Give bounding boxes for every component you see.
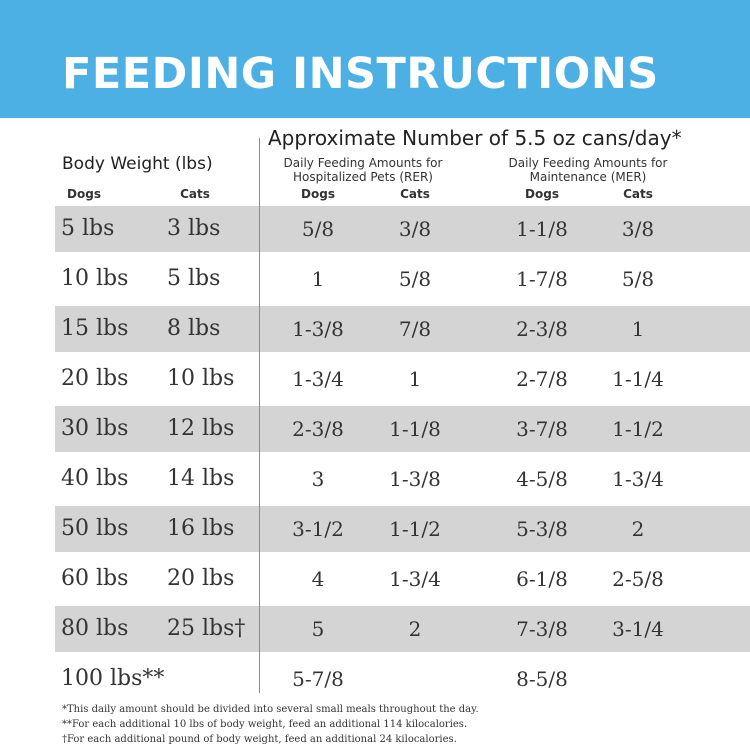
rer-dog-cell: 1-3/8 bbox=[292, 317, 344, 341]
page-title: FEEDING INSTRUCTIONS bbox=[62, 49, 659, 99]
rer-cat-cell: 2 bbox=[408, 617, 422, 641]
rer-dog-cell: 4 bbox=[311, 567, 325, 591]
mer-heading: Daily Feeding Amounts for Maintenance (M… bbox=[493, 156, 683, 184]
col-header-rer-dogs: Dogs bbox=[301, 187, 335, 201]
dog-weight-cell: 15 lbs bbox=[61, 316, 129, 341]
cat-weight-cell: 5 lbs bbox=[167, 266, 221, 291]
table-row: 50 lbs 16 lbs 3-1/2 1-1/2 5-3/8 2 bbox=[55, 506, 750, 552]
rer-cat-cell: 1-1/2 bbox=[389, 517, 441, 541]
mer-heading-line1: Daily Feeding Amounts for bbox=[508, 156, 668, 170]
dog-weight-cell: 30 lbs bbox=[61, 416, 129, 441]
cat-weight-cell: 16 lbs bbox=[167, 516, 235, 541]
table-row: 10 lbs 5 lbs 1 5/8 1-7/8 5/8 bbox=[55, 256, 750, 302]
dog-weight-cell: 10 lbs bbox=[61, 266, 129, 291]
mer-cat-cell: 1-1/2 bbox=[612, 417, 664, 441]
mer-cat-cell: 5/8 bbox=[621, 267, 655, 291]
col-header-body-dogs: Dogs bbox=[67, 187, 101, 201]
dog-weight-cell: 100 lbs** bbox=[61, 666, 165, 691]
cat-weight-cell: 12 lbs bbox=[167, 416, 235, 441]
table-row: 40 lbs 14 lbs 3 1-3/8 4-5/8 1-3/4 bbox=[55, 456, 750, 502]
rer-dog-cell: 3 bbox=[311, 467, 325, 491]
rer-cat-cell: 1-1/8 bbox=[389, 417, 441, 441]
mer-dog-cell: 4-5/8 bbox=[516, 467, 568, 491]
rer-dog-cell: 5 bbox=[311, 617, 325, 641]
mer-dog-cell: 2-3/8 bbox=[516, 317, 568, 341]
cat-weight-cell: 14 lbs bbox=[167, 466, 235, 491]
column-divider bbox=[259, 138, 260, 693]
rer-cat-cell: 5/8 bbox=[398, 267, 432, 291]
mer-cat-cell: 3-1/4 bbox=[612, 617, 664, 641]
rer-dog-cell: 3-1/2 bbox=[292, 517, 344, 541]
dog-weight-cell: 50 lbs bbox=[61, 516, 129, 541]
table-row: 5 lbs 3 lbs 5/8 3/8 1-1/8 3/8 bbox=[55, 206, 750, 252]
cat-weight-cell: 3 lbs bbox=[167, 216, 221, 241]
dog-weight-cell: 20 lbs bbox=[61, 366, 129, 391]
rer-dog-cell: 1-3/4 bbox=[292, 367, 344, 391]
dog-weight-cell: 40 lbs bbox=[61, 466, 129, 491]
cat-weight-cell: 8 lbs bbox=[167, 316, 221, 341]
col-header-rer-cats: Cats bbox=[400, 187, 430, 201]
footnote-daily-amount: *This daily amount should be divided int… bbox=[62, 704, 479, 715]
col-header-body-cats: Cats bbox=[180, 187, 210, 201]
mer-dog-cell: 6-1/8 bbox=[516, 567, 568, 591]
rer-cat-cell: 7/8 bbox=[398, 317, 432, 341]
rer-dog-cell: 2-3/8 bbox=[292, 417, 344, 441]
table-row: 15 lbs 8 lbs 1-3/8 7/8 2-3/8 1 bbox=[55, 306, 750, 352]
rer-heading-line2: Hospitalized Pets (RER) bbox=[293, 170, 433, 184]
mer-dog-cell: 2-7/8 bbox=[516, 367, 568, 391]
cat-weight-cell: 20 lbs bbox=[167, 566, 235, 591]
mer-dog-cell: 8-5/8 bbox=[516, 667, 568, 691]
mer-dog-cell: 7-3/8 bbox=[516, 617, 568, 641]
footnote-additional-pound: †For each additional pound of body weigh… bbox=[62, 734, 457, 745]
rer-cat-cell bbox=[375, 656, 455, 702]
rer-cat-cell: 1-3/8 bbox=[389, 467, 441, 491]
dog-weight-cell: 5 lbs bbox=[61, 216, 115, 241]
rer-heading-line1: Daily Feeding Amounts for bbox=[283, 156, 443, 170]
mer-cat-cell: 2-5/8 bbox=[612, 567, 664, 591]
rer-cat-cell: 3/8 bbox=[398, 217, 432, 241]
rer-dog-cell: 1 bbox=[311, 267, 325, 291]
cat-weight-cell: 25 lbs† bbox=[167, 616, 246, 641]
body-weight-heading: Body Weight (lbs) bbox=[62, 154, 213, 174]
mer-cat-cell: 2 bbox=[631, 517, 645, 541]
mer-dog-cell: 1-7/8 bbox=[516, 267, 568, 291]
table-row: 60 lbs 20 lbs 4 1-3/4 6-1/8 2-5/8 bbox=[55, 556, 750, 602]
mer-cat-cell: 1-3/4 bbox=[612, 467, 664, 491]
rer-heading: Daily Feeding Amounts for Hospitalized P… bbox=[268, 156, 458, 184]
rer-cat-cell: 1 bbox=[408, 367, 422, 391]
mer-dog-cell: 5-3/8 bbox=[516, 517, 568, 541]
dog-weight-cell: 80 lbs bbox=[61, 616, 129, 641]
footnote-additional-10-lbs: **For each additional 10 lbs of body wei… bbox=[62, 719, 468, 730]
rer-dog-cell: 5-7/8 bbox=[292, 667, 344, 691]
table-row: 20 lbs 10 lbs 1-3/4 1 2-7/8 1-1/4 bbox=[55, 356, 750, 402]
mer-cat-cell: 1 bbox=[631, 317, 645, 341]
rer-cat-cell: 1-3/4 bbox=[389, 567, 441, 591]
mer-dog-cell: 1-1/8 bbox=[516, 217, 568, 241]
rer-dog-cell: 5/8 bbox=[301, 217, 335, 241]
mer-heading-line2: Maintenance (MER) bbox=[529, 170, 647, 184]
mer-dog-cell: 3-7/8 bbox=[516, 417, 568, 441]
cat-weight-cell: 10 lbs bbox=[167, 366, 235, 391]
table-row: 100 lbs** 5-7/8 8-5/8 bbox=[55, 656, 750, 702]
table-row: 30 lbs 12 lbs 2-3/8 1-1/8 3-7/8 1-1/2 bbox=[55, 406, 750, 452]
mer-cat-cell: 1-1/4 bbox=[612, 367, 664, 391]
dog-weight-cell: 60 lbs bbox=[61, 566, 129, 591]
mer-cat-cell: 3/8 bbox=[621, 217, 655, 241]
col-header-mer-cats: Cats bbox=[623, 187, 653, 201]
mer-cat-cell bbox=[598, 656, 678, 702]
title-banner: FEEDING INSTRUCTIONS bbox=[0, 0, 750, 118]
col-header-mer-dogs: Dogs bbox=[525, 187, 559, 201]
table-row: 80 lbs 25 lbs† 5 2 7-3/8 3-1/4 bbox=[55, 606, 750, 652]
cans-per-day-heading: Approximate Number of 5.5 oz cans/day* bbox=[268, 126, 682, 150]
